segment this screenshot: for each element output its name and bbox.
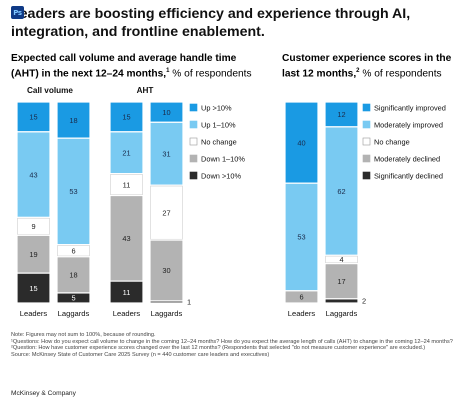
legend-left-label: Down >10% <box>201 171 241 180</box>
right-panel-title: Customer experience scores in the last 1… <box>282 53 462 80</box>
bar-segment-outline <box>150 185 183 240</box>
brand-footer: McKinsey & Company <box>11 390 76 397</box>
legend-left-label: Up 1–10% <box>201 120 236 129</box>
bar-segment <box>284 101 319 184</box>
category-label: Leaders <box>20 309 48 318</box>
data-label: 31 <box>162 149 170 158</box>
category-label: Leaders <box>288 309 316 318</box>
left-panel-title: Expected call volume and average handle … <box>11 53 261 80</box>
data-label: 19 <box>29 250 37 259</box>
bar-segment <box>284 290 319 304</box>
data-label: 40 <box>297 138 305 147</box>
data-label: 27 <box>162 208 170 217</box>
data-label: 53 <box>297 233 305 242</box>
data-label: 1 <box>187 297 191 306</box>
legend-left-swatch <box>189 154 198 163</box>
legend-right-label: Significantly improved <box>374 103 446 112</box>
panel-subtitle: AHT <box>137 86 154 95</box>
data-label: 53 <box>69 187 77 196</box>
bar-segment-outline <box>325 255 358 264</box>
data-label: 17 <box>337 277 345 286</box>
bar-segment <box>56 101 91 139</box>
category-label: Leaders <box>113 309 141 318</box>
legend-left-swatch <box>189 120 198 129</box>
data-label: 43 <box>122 234 130 243</box>
legend-right-swatch <box>362 137 371 146</box>
note-line: Note: Figures may not sum to 100%, becau… <box>11 332 156 338</box>
left-panel-title-plain: % of respondents <box>169 68 252 80</box>
data-label: 11 <box>123 288 131 297</box>
bar-segment <box>16 131 51 219</box>
bar-segment <box>149 121 184 186</box>
data-label: 11 <box>123 180 131 189</box>
ps-icon: Ps <box>11 6 24 19</box>
legend-left-label: Up >10% <box>201 103 232 112</box>
data-label: 43 <box>29 170 37 179</box>
bar-segment <box>324 298 359 304</box>
headline: Leaders are boosting efficiency and expe… <box>11 5 466 41</box>
bar-segment <box>56 292 91 304</box>
data-label: 9 <box>31 222 35 231</box>
bar-segment <box>109 280 144 304</box>
data-label: 6 <box>299 293 303 302</box>
data-label: 18 <box>69 271 77 280</box>
legend-right-swatch <box>362 120 371 129</box>
data-label: 15 <box>122 113 130 122</box>
note-line: Source: McKinsey State of Customer Care … <box>11 351 270 358</box>
bar-segment <box>16 234 51 274</box>
data-label: 62 <box>337 187 345 196</box>
notes: Note: Figures may not sum to 100%, becau… <box>11 332 461 358</box>
legend-right-swatch <box>362 103 371 112</box>
headline-text: Leaders are boosting efficiency and expe… <box>11 6 411 40</box>
bar-segment <box>149 239 184 302</box>
data-label: 5 <box>71 294 75 303</box>
category-label: Laggards <box>151 309 183 318</box>
right-panel-title-sup: 2 <box>356 68 360 74</box>
legend-right-label: Moderately declined <box>374 154 440 163</box>
legend-left-swatch <box>189 103 198 112</box>
left-panel-title-sup: 1 <box>166 68 170 74</box>
legend-right-label: Significantly declined <box>374 171 443 180</box>
legend-right-label: Moderately improved <box>374 120 443 129</box>
bar-segment <box>324 126 359 256</box>
left-panel-title-bold: Expected call volume and average handle … <box>11 53 237 80</box>
legend-left-swatch <box>189 137 198 146</box>
note-line: ²Question: How have customer experience … <box>11 345 426 352</box>
bar-segment <box>16 272 51 304</box>
bar-segment-outline <box>57 245 90 257</box>
data-label: 15 <box>29 284 37 293</box>
bar-segment <box>109 194 144 282</box>
legend-right-swatch <box>362 171 371 180</box>
bar-segment <box>109 131 144 175</box>
data-label: 2 <box>362 296 366 305</box>
data-label: 6 <box>71 246 75 255</box>
data-label: 12 <box>337 110 345 119</box>
bar-segment <box>324 101 359 128</box>
data-label: 18 <box>69 116 77 125</box>
data-label: 10 <box>162 108 170 117</box>
bar-segment <box>149 184 184 241</box>
bar-segment <box>284 182 319 292</box>
category-label: Laggards <box>58 309 90 318</box>
category-label: Laggards <box>326 309 358 318</box>
data-label: 30 <box>162 266 170 275</box>
bar-segment <box>149 300 184 304</box>
bar-segment <box>56 256 91 294</box>
data-label: 15 <box>29 113 37 122</box>
note-line: ¹Questions: How do you expect call volum… <box>11 338 453 345</box>
bar-segment-outline <box>110 174 143 196</box>
data-label: 4 <box>339 255 343 264</box>
legend-left-label: No change <box>201 137 237 146</box>
bar-segment-outline <box>17 217 50 235</box>
data-label: 21 <box>122 148 130 157</box>
legend-left-swatch <box>189 171 198 180</box>
bar-segment <box>324 263 359 300</box>
legend-left-label: Down 1–10% <box>201 154 245 163</box>
right-panel-title-plain: % of respondents <box>359 68 442 80</box>
right-panel-title-bold: Customer experience scores in the last 1… <box>282 53 452 80</box>
panel-subtitle: Call volume <box>27 86 73 95</box>
legend-right-label: No change <box>374 137 410 146</box>
legend-right-swatch <box>362 154 371 163</box>
